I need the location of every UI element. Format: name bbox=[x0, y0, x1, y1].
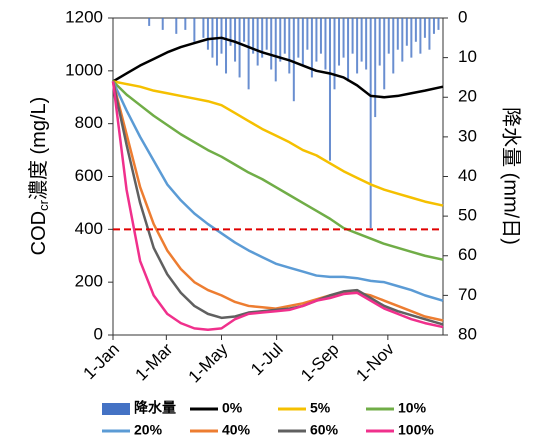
y-tick-label: 600 bbox=[75, 166, 103, 185]
precip-bar bbox=[225, 18, 227, 73]
precip-bar bbox=[216, 18, 218, 66]
precip-bar bbox=[284, 18, 286, 54]
chart: CODcr濃度 (mg/L) 降水量 (mm/日) 02004006008001… bbox=[0, 0, 536, 439]
precip-bar bbox=[433, 18, 435, 34]
x-tick-label: 1-Sep bbox=[297, 340, 343, 386]
series-line bbox=[113, 81, 443, 259]
legend-label: 0% bbox=[222, 400, 243, 416]
precip-bar bbox=[234, 18, 236, 62]
precip-bar bbox=[175, 18, 177, 34]
legend-label: 降水量 bbox=[134, 400, 176, 416]
y2-tick-label: 30 bbox=[458, 126, 477, 145]
y-tick-label: 1200 bbox=[65, 7, 103, 26]
precip-bar bbox=[343, 18, 345, 58]
series-line bbox=[113, 81, 443, 324]
precip-bar bbox=[334, 18, 336, 89]
y2-tick-label: 0 bbox=[458, 7, 467, 26]
y-tick-label: 800 bbox=[75, 113, 103, 132]
precip-bar bbox=[306, 18, 308, 50]
legend-label: 100% bbox=[398, 422, 434, 438]
legend-label: 5% bbox=[310, 400, 331, 416]
precip-bar bbox=[392, 18, 394, 73]
precip-bar bbox=[406, 18, 408, 46]
precip-bar bbox=[401, 18, 403, 62]
precip-bar bbox=[324, 18, 326, 70]
precip-bar bbox=[347, 18, 349, 81]
y-tick-label: 1000 bbox=[65, 60, 103, 79]
precip-bar bbox=[162, 18, 164, 30]
y2-tick-label: 50 bbox=[458, 206, 477, 225]
precip-bar bbox=[388, 18, 390, 54]
legend-label: 60% bbox=[310, 422, 339, 438]
y2-tick-label: 10 bbox=[458, 47, 477, 66]
legend-swatch bbox=[102, 403, 130, 415]
x-tick-label: 1-Mar bbox=[132, 339, 177, 384]
legend-label: 20% bbox=[134, 422, 163, 438]
precip-bar bbox=[370, 18, 372, 228]
precip-bar bbox=[148, 18, 150, 26]
precip-bar bbox=[361, 18, 363, 62]
y2-tick-label: 40 bbox=[458, 166, 477, 185]
y-title-rest: 濃度 (mg/L) bbox=[27, 97, 50, 200]
y2-tick-label: 60 bbox=[458, 245, 477, 264]
precip-bar bbox=[356, 18, 358, 73]
precip-bar bbox=[275, 18, 277, 81]
x-tick-label: 1-Jul bbox=[247, 340, 286, 379]
precip-bar bbox=[437, 18, 439, 30]
precip-bar bbox=[374, 18, 376, 117]
precip-bar bbox=[410, 18, 412, 58]
precip-bar bbox=[184, 18, 186, 30]
y-axis-title: CODcr濃度 (mg/L) bbox=[27, 97, 51, 256]
precip-bar bbox=[207, 18, 209, 50]
precip-bar bbox=[297, 18, 299, 58]
precip-bar bbox=[419, 18, 421, 54]
precip-bar bbox=[279, 18, 281, 62]
precip-bar bbox=[352, 18, 354, 54]
precip-bar bbox=[383, 18, 385, 89]
y2-tick-label: 20 bbox=[458, 87, 477, 106]
x-tick-label: 1-May bbox=[185, 339, 232, 386]
precip-bar bbox=[424, 18, 426, 38]
y-title-sub: cr bbox=[36, 199, 51, 211]
precip-bar bbox=[329, 18, 331, 161]
precip-bar bbox=[320, 18, 322, 54]
precip-bar bbox=[248, 18, 250, 89]
precip-bar bbox=[428, 18, 430, 50]
precip-bar bbox=[302, 18, 304, 66]
y-tick-label: 400 bbox=[75, 219, 103, 238]
precip-bar bbox=[266, 18, 268, 50]
series-line bbox=[113, 81, 443, 205]
precip-bar bbox=[202, 18, 204, 38]
y2-tick-label: 80 bbox=[458, 324, 477, 343]
legend-label: 10% bbox=[398, 400, 427, 416]
precip-bar bbox=[397, 18, 399, 50]
precip-bar bbox=[270, 18, 272, 70]
precip-bar bbox=[415, 18, 417, 42]
y-tick-label: 200 bbox=[75, 272, 103, 291]
page: CODcr濃度 (mg/L) 降水量 (mm/日) 02004006008001… bbox=[0, 0, 536, 444]
x-tick-label: 1-Nov bbox=[352, 339, 398, 385]
precip-bar bbox=[315, 18, 317, 62]
precip-bar bbox=[220, 18, 222, 54]
precip-bar bbox=[338, 18, 340, 66]
precip-bar bbox=[379, 18, 381, 66]
y2-axis-title: 降水量 (mm/日) bbox=[500, 107, 523, 245]
precip-bar bbox=[257, 18, 259, 66]
series-line bbox=[113, 81, 443, 300]
precip-bar bbox=[243, 18, 245, 42]
legend-label: 40% bbox=[222, 422, 251, 438]
y2-tick-label: 70 bbox=[458, 285, 477, 304]
series-line bbox=[113, 81, 443, 329]
precip-bar bbox=[293, 18, 295, 101]
precip-bar bbox=[239, 18, 241, 77]
precip-bar bbox=[288, 18, 290, 73]
y-title-main: COD bbox=[28, 211, 50, 255]
x-tick-label: 1-Jan bbox=[79, 340, 123, 384]
y-tick-label: 0 bbox=[94, 324, 103, 343]
precip-bar bbox=[193, 18, 195, 42]
precip-bar bbox=[365, 18, 367, 70]
